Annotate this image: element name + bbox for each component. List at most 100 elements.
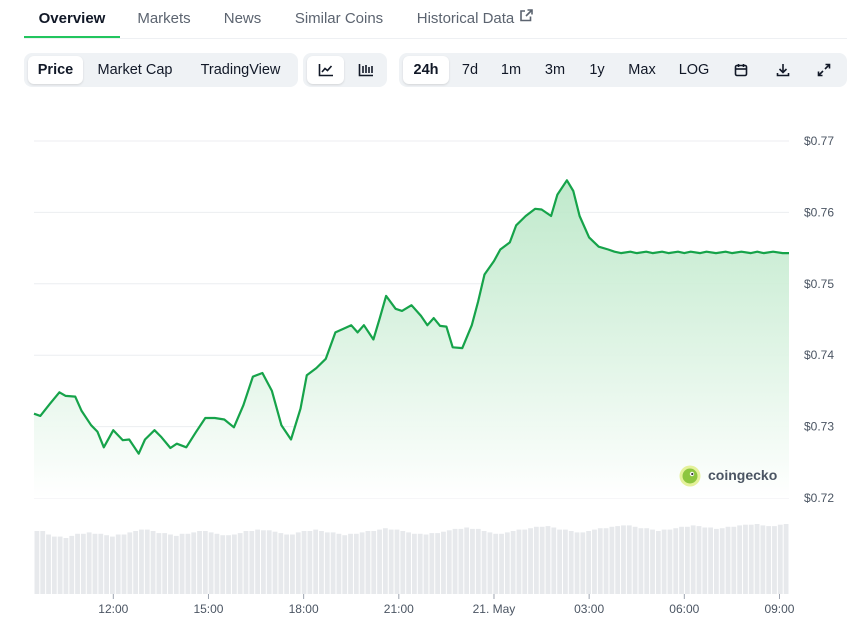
- range-3m-button[interactable]: 3m: [544, 62, 566, 78]
- chart-style-selector: [303, 53, 387, 87]
- volume-bar: [191, 532, 197, 594]
- candlestick-chart-button[interactable]: [347, 56, 384, 84]
- volume-bar: [766, 526, 772, 594]
- volume-bar: [51, 536, 57, 594]
- volume-bar: [644, 528, 650, 594]
- fullscreen-button[interactable]: [808, 56, 840, 84]
- x-tick-label: 03:00: [574, 602, 604, 616]
- price-area-fill: [34, 180, 789, 499]
- volume-bar: [133, 531, 139, 594]
- volume-bar: [144, 529, 150, 594]
- y-tick-label: $0.74: [804, 348, 834, 362]
- y-tick-label: $0.76: [804, 205, 834, 219]
- volume-bar: [301, 531, 307, 594]
- volume-bar: [777, 524, 783, 594]
- volume-bar: [197, 531, 202, 594]
- volume-bar: [80, 533, 86, 594]
- volume-bar: [731, 526, 737, 594]
- volume-bar: [690, 525, 696, 594]
- volume-bar: [696, 526, 702, 594]
- volume-bar: [295, 532, 301, 594]
- volume-bar: [34, 531, 40, 594]
- volume-bar: [69, 535, 75, 594]
- tab-historical-data[interactable]: Historical Data: [410, 0, 540, 38]
- volume-bar: [86, 532, 92, 594]
- volume-bar: [313, 529, 319, 594]
- gecko-logo-icon: [679, 465, 701, 492]
- volume-bar: [220, 535, 226, 594]
- volume-bar: [214, 533, 220, 594]
- range-1m-button[interactable]: 1m: [500, 62, 522, 78]
- volume-bar: [754, 524, 760, 594]
- volume-bar: [493, 533, 499, 594]
- volume-bar: [574, 532, 580, 594]
- price-button[interactable]: Price: [28, 56, 83, 84]
- volume-bar: [162, 533, 168, 594]
- volume-bar: [533, 526, 539, 594]
- volume-bar: [382, 528, 388, 594]
- tab-news[interactable]: News: [223, 10, 262, 27]
- volume-bar: [377, 529, 382, 594]
- volume-bar: [353, 533, 359, 594]
- volume-bar: [667, 529, 673, 594]
- volume-bar: [226, 535, 231, 594]
- range-7d-button[interactable]: 7d: [461, 62, 479, 78]
- volume-bar: [255, 529, 260, 594]
- y-tick-label: $0.72: [804, 491, 834, 505]
- volume-bar: [714, 528, 719, 594]
- calendar-button[interactable]: [725, 56, 757, 84]
- tab-overview[interactable]: Overview: [24, 0, 120, 38]
- volume-bar: [324, 532, 330, 594]
- volume-bar: [127, 532, 133, 594]
- range-max-button[interactable]: Max: [628, 62, 656, 78]
- volume-bar: [772, 526, 777, 594]
- tab-similar-coins[interactable]: Similar Coins: [294, 10, 384, 27]
- y-tick-label: $0.73: [804, 420, 834, 434]
- x-tick-label: 06:00: [669, 602, 699, 616]
- volume-bar: [557, 529, 562, 594]
- volume-bar: [487, 532, 493, 594]
- volume-bar: [783, 524, 789, 594]
- volume-bar: [684, 526, 690, 594]
- volume-bar: [452, 528, 458, 594]
- volume-bar: [75, 533, 80, 594]
- download-button[interactable]: [767, 56, 799, 84]
- volume-bar: [673, 528, 679, 594]
- range-24h-button[interactable]: 24h: [403, 56, 449, 84]
- volume-bar: [719, 528, 725, 594]
- volume-bar: [679, 526, 684, 594]
- range-1y-button[interactable]: 1y: [589, 62, 605, 78]
- x-tick-label: 18:00: [289, 602, 319, 616]
- external-link-icon: [520, 0, 534, 37]
- volume-bar: [522, 529, 528, 594]
- volume-bar: [725, 526, 731, 594]
- volume-bar: [702, 527, 708, 594]
- market-cap-button[interactable]: Market Cap: [97, 62, 173, 78]
- volume-bar: [330, 532, 336, 594]
- volume-bar: [57, 536, 63, 594]
- volume-bar: [510, 531, 516, 594]
- volume-bar: [568, 531, 574, 594]
- volume-bar: [243, 531, 249, 594]
- log-scale-button[interactable]: LOG: [678, 62, 710, 78]
- volume-bar: [446, 530, 452, 594]
- volume-bar: [237, 533, 243, 594]
- line-chart-button[interactable]: [307, 56, 344, 84]
- tab-historical-data-label: Historical Data: [416, 10, 515, 27]
- volume-bar: [708, 527, 713, 594]
- volume-bar: [580, 532, 586, 594]
- volume-bar: [760, 525, 766, 594]
- volume-bar: [638, 528, 644, 594]
- volume-bar: [290, 534, 295, 594]
- tradingview-button[interactable]: TradingView: [200, 62, 281, 78]
- volume-bar: [156, 533, 162, 594]
- volume-bar: [597, 528, 603, 594]
- tab-markets[interactable]: Markets: [137, 10, 191, 27]
- volume-bar: [632, 526, 638, 594]
- volume-bar: [40, 531, 46, 594]
- volume-bar: [266, 530, 272, 594]
- volume-bar: [470, 528, 475, 594]
- tab-bar: Overview Markets News Similar Coins Hist…: [24, 0, 847, 39]
- volume-bar: [423, 534, 429, 594]
